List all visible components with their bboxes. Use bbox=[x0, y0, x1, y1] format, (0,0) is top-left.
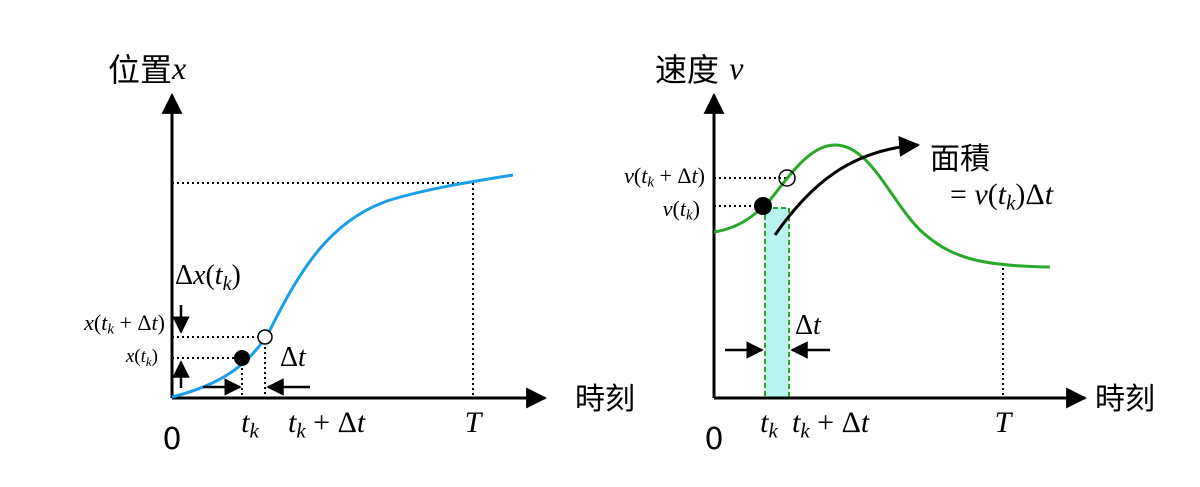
label-part: + Δ bbox=[810, 406, 861, 439]
label-part: 0 bbox=[704, 422, 723, 457]
label-part: T bbox=[995, 406, 1014, 439]
label-part: 位置 bbox=[108, 51, 172, 89]
area-arrow bbox=[773, 135, 921, 236]
label-part: ) bbox=[698, 163, 705, 188]
label-part: x bbox=[171, 50, 186, 86]
label-part: k bbox=[296, 418, 306, 442]
label-part: k bbox=[107, 322, 114, 338]
label-part: k bbox=[1006, 190, 1016, 214]
label: tk bbox=[760, 406, 778, 442]
label: = v(tk)Δt bbox=[950, 178, 1054, 214]
label-part: v bbox=[663, 196, 673, 221]
label-part: t bbox=[692, 163, 699, 188]
area-strip bbox=[764, 207, 790, 399]
label-part: t bbox=[101, 310, 108, 335]
label-part: x bbox=[125, 346, 135, 367]
label-part: k bbox=[146, 354, 152, 369]
label-part: t bbox=[215, 260, 224, 291]
label-part: t bbox=[813, 310, 822, 341]
label-part: t bbox=[288, 406, 297, 439]
label-part: k bbox=[800, 418, 810, 442]
label-part: t bbox=[298, 342, 307, 373]
label: 速度 v bbox=[655, 50, 744, 89]
label-part: + Δ bbox=[306, 406, 357, 439]
label-part: Δ bbox=[175, 260, 193, 291]
label: Δt bbox=[795, 310, 822, 341]
label-part: t bbox=[760, 406, 769, 439]
label-part: k bbox=[647, 175, 654, 191]
label-part: ) bbox=[152, 346, 158, 367]
label-part: ) bbox=[158, 310, 165, 335]
label-part: Δ bbox=[795, 310, 813, 341]
label-part: ( bbox=[988, 178, 998, 211]
label-part: 時刻 bbox=[1095, 382, 1155, 417]
label: tk + Δt bbox=[792, 406, 870, 442]
label-part: ) bbox=[693, 196, 700, 221]
label-part: t bbox=[861, 406, 870, 439]
label: tk bbox=[241, 406, 259, 442]
label-part: )Δ bbox=[1015, 178, 1044, 211]
label-part: 面積 bbox=[930, 142, 990, 177]
label: T bbox=[465, 406, 484, 439]
label-part: ( bbox=[634, 163, 641, 188]
label-part: ) bbox=[231, 260, 240, 291]
label: x(tk) bbox=[125, 346, 158, 368]
label-part: t bbox=[1045, 178, 1054, 211]
label: tk + Δt bbox=[288, 406, 366, 442]
label-part: t bbox=[998, 178, 1007, 211]
point-filled bbox=[754, 197, 772, 215]
label-part: k bbox=[223, 273, 233, 295]
label-part: + Δ bbox=[654, 163, 692, 188]
point-open bbox=[778, 169, 796, 187]
label-part: t bbox=[141, 346, 147, 367]
label-part: ( bbox=[673, 196, 680, 221]
label: 時刻 bbox=[1095, 382, 1155, 417]
label-part: v bbox=[729, 50, 744, 86]
position-curve bbox=[171, 173, 514, 399]
label: v(tk + Δt) bbox=[624, 163, 705, 191]
label: 0 bbox=[162, 422, 181, 457]
label-part: t bbox=[792, 406, 801, 439]
label-part: t bbox=[357, 406, 366, 439]
guides bbox=[172, 182, 474, 398]
label-part: t bbox=[641, 163, 648, 188]
label-part: 速度 bbox=[655, 51, 729, 89]
label-part: 0 bbox=[162, 422, 181, 457]
label-part: v bbox=[974, 178, 988, 211]
label: Δt bbox=[280, 342, 307, 373]
label-part: k bbox=[769, 418, 779, 442]
label-part: t bbox=[152, 310, 159, 335]
point-filled bbox=[234, 350, 250, 366]
label-part: ( bbox=[94, 310, 101, 335]
label-part: = bbox=[950, 178, 974, 211]
label: Δx(tk) bbox=[175, 260, 241, 294]
label-part: ( bbox=[134, 346, 140, 367]
label-part: t bbox=[680, 196, 687, 221]
label: v(tk) bbox=[663, 196, 700, 224]
point-open bbox=[257, 329, 273, 345]
label: 位置x bbox=[108, 50, 186, 89]
right-panel bbox=[703, 92, 1088, 409]
label-part: x bbox=[83, 310, 94, 335]
label-part: k bbox=[686, 208, 693, 224]
label-part: k bbox=[250, 418, 260, 442]
label-part: 時刻 bbox=[575, 382, 635, 417]
label-part: Δ bbox=[280, 342, 298, 373]
label-part: x bbox=[192, 260, 206, 291]
label-part: T bbox=[465, 406, 484, 439]
label-part: + Δ bbox=[114, 310, 152, 335]
label-part: v bbox=[624, 163, 634, 188]
label: T bbox=[995, 406, 1014, 439]
left-panel bbox=[161, 92, 548, 409]
label-part: t bbox=[241, 406, 250, 439]
label: x(tk + Δt) bbox=[83, 310, 165, 338]
label-part: ( bbox=[205, 260, 214, 291]
label: 0 bbox=[704, 422, 723, 457]
label: 時刻 bbox=[575, 382, 635, 417]
label: 面積 bbox=[930, 142, 990, 177]
